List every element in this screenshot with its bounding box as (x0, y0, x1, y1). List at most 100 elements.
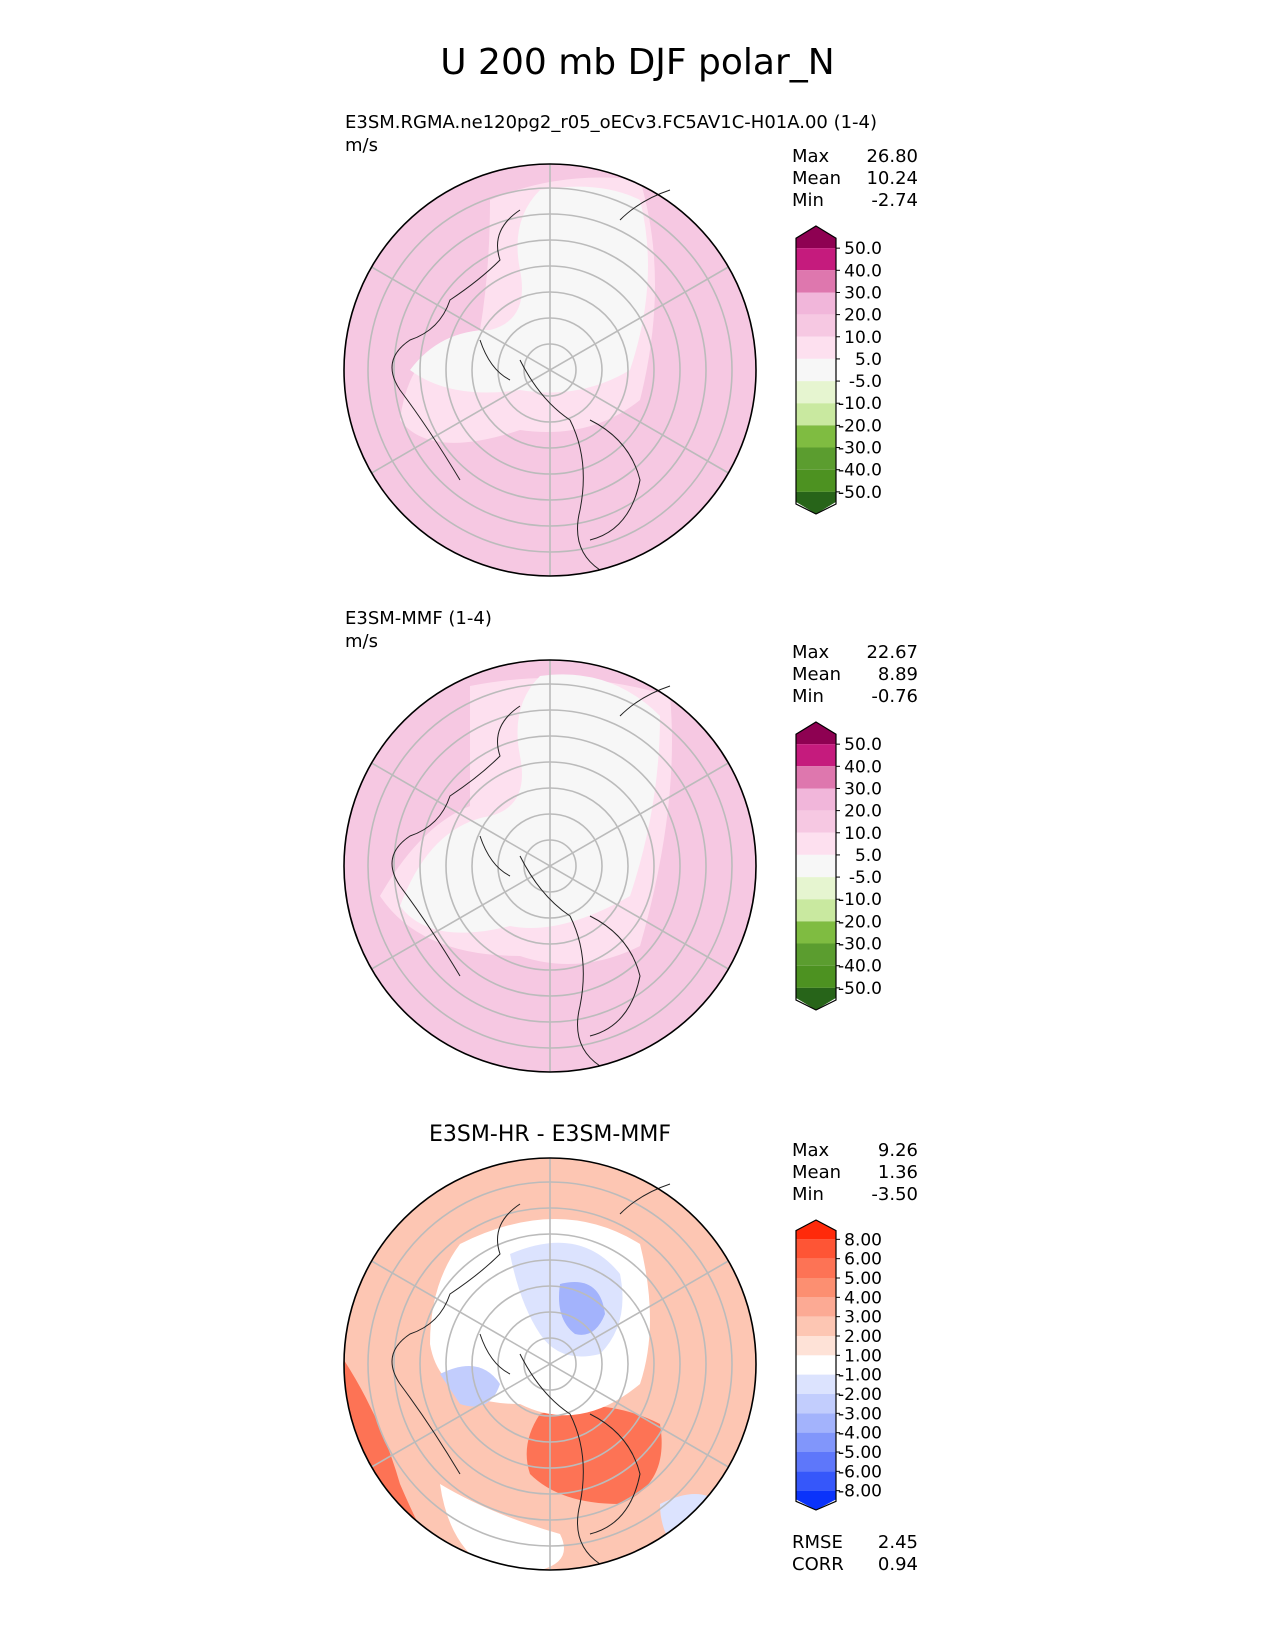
colorbar-tick-label: 30.0 (844, 779, 882, 799)
max-value: 9.26 (877, 1140, 918, 1161)
colorbar-swatch (796, 1471, 836, 1491)
panel-1-boundary (343, 163, 757, 577)
colorbar-swatch (796, 987, 836, 1010)
colorbar-tick-label: 1.00 (844, 1346, 882, 1366)
colorbar-tick-label: -10.0 (838, 890, 882, 910)
colorbar-tick-label: -5.0 (849, 372, 882, 392)
colorbar-swatch (796, 854, 836, 878)
panel-3-stats: Max 9.26 Mean 1.36 Min -3.50 (792, 1140, 918, 1206)
colorbar-swatch (796, 877, 836, 900)
colorbar-tick-label: -5.00 (838, 1443, 882, 1463)
colorbar-swatch (796, 965, 836, 988)
panel-1-gridlines (367, 164, 733, 576)
min-label: Min (792, 686, 824, 707)
colorbar-tick-label: -5.0 (849, 868, 882, 888)
panel-3-map (343, 1157, 757, 1571)
colorbar-swatch (796, 1278, 836, 1298)
panel-3-field-strong-east (526, 1406, 662, 1504)
panel-1-units: m/s (345, 135, 378, 156)
panel-2-gridlines (367, 660, 733, 1072)
colorbar-tick-label: 2.00 (844, 1327, 882, 1347)
colorbar-swatch (796, 1336, 836, 1356)
colorbar-swatch (796, 491, 836, 514)
max-value: 26.80 (866, 146, 918, 167)
colorbar-tick-label: 3.00 (844, 1308, 882, 1328)
colorbar-swatch (796, 336, 836, 359)
panel-3-field-negative-core (559, 1282, 605, 1335)
panel-2-title: E3SM-MMF (1-4) (345, 608, 492, 629)
colorbar-swatch (796, 1355, 836, 1375)
colorbar-outline (795, 721, 837, 1011)
colorbar-tick-label: 30.0 (844, 283, 882, 303)
panel-2-colorbar: 50.040.030.0 20.010.05.0-5.0-10.0-20.0 -30… (795, 721, 882, 1011)
colorbar-swatch (796, 1394, 836, 1414)
min-label: Min (792, 190, 824, 211)
colorbar-tick-label: -8.00 (838, 1482, 882, 1502)
colorbar-tick-label: 40.0 (844, 757, 882, 777)
panel-1-field-weak (410, 186, 648, 393)
panel-1-title: E3SM.RGMA.ne120pg2_r05_oECv3.FC5AV1C-H01… (345, 112, 878, 133)
colorbar-tick-label: -50.0 (838, 979, 882, 999)
mean-label: Mean (792, 168, 842, 189)
colorbar-outline (795, 1219, 837, 1511)
colorbar-swatch (796, 1432, 836, 1452)
colorbar-swatch (796, 766, 836, 789)
panel-3-coastlines (391, 1183, 671, 1565)
panel-3-colorbar: 8.006.005.004.003.002.001.00-1.00-2.00-3… (795, 1219, 882, 1511)
colorbar-tick-label: 50.0 (844, 735, 882, 755)
colorbar-tick-label: 6.00 (844, 1250, 882, 1270)
mean-value: 8.89 (877, 664, 918, 685)
panel-3-field-negative-se (660, 1494, 720, 1554)
panel-3-field-neutral-south (440, 1484, 564, 1570)
panel-3-gridlines (367, 1158, 733, 1570)
panel-3-boundary (343, 1157, 757, 1571)
max-label: Max (792, 642, 830, 663)
colorbar-tick-label: 10.0 (844, 328, 882, 348)
min-label: Min (792, 1184, 824, 1205)
colorbar-swatch (796, 469, 836, 492)
colorbar-swatch (796, 943, 836, 966)
colorbar-tick-label: -4.00 (838, 1424, 882, 1444)
colorbar-tick-label: -30.0 (838, 439, 882, 459)
colorbar-tick-label: -1.00 (838, 1366, 882, 1386)
colorbar-swatch (796, 1239, 836, 1259)
panel-1-stats: Max 26.80 Mean 10.24 Min -2.74 (792, 146, 918, 212)
panel-3-title: E3SM-HR - E3SM-MMF (429, 1122, 671, 1147)
colorbar-tick-label: 5.0 (855, 846, 882, 866)
min-value: -3.50 (871, 1184, 918, 1205)
panel-2-stats: Max 22.67 Mean 8.89 Min -0.76 (792, 642, 918, 708)
panel-2-map (343, 659, 757, 1073)
colorbar-swatch (796, 447, 836, 470)
corr-value: 0.94 (877, 1554, 918, 1575)
colorbar-swatch (796, 425, 836, 448)
colorbar-tick-label: -6.00 (838, 1462, 882, 1482)
colorbar-swatch (796, 1258, 836, 1278)
colorbar-tick-label: 5.00 (844, 1269, 882, 1289)
colorbar-tick-label: 10.0 (844, 824, 882, 844)
colorbar-tick-label: -2.00 (838, 1385, 882, 1405)
colorbar-tick-label: -20.0 (838, 416, 882, 436)
max-value: 22.67 (866, 642, 918, 663)
colorbar-swatch (796, 810, 836, 833)
min-value: -0.76 (871, 686, 918, 707)
colorbar-tick-label: -50.0 (838, 483, 882, 503)
colorbar-swatch (796, 1490, 836, 1510)
colorbar-tick-label: 20.0 (844, 802, 882, 822)
colorbar-tick-label: -10.0 (838, 394, 882, 414)
rmse-value: 2.45 (877, 1532, 918, 1553)
colorbar-swatch (796, 1452, 836, 1472)
mean-value: 10.24 (866, 168, 918, 189)
mean-label: Mean (792, 664, 842, 685)
colorbar-tick-label: 8.00 (844, 1230, 882, 1250)
colorbar-tick-label: 50.0 (844, 239, 882, 259)
colorbar-swatch (796, 1297, 836, 1317)
colorbar-swatch (796, 358, 836, 382)
colorbar-swatch (796, 292, 836, 315)
colorbar-swatch (796, 832, 836, 855)
figure-title: U 200 mb DJF polar_N (440, 42, 835, 83)
panel-1-coastlines (391, 189, 671, 571)
colorbar-swatch (796, 248, 836, 271)
panel-2-units: m/s (345, 631, 378, 652)
colorbar-swatch (796, 1220, 836, 1240)
colorbar-tick-label: 20.0 (844, 306, 882, 326)
